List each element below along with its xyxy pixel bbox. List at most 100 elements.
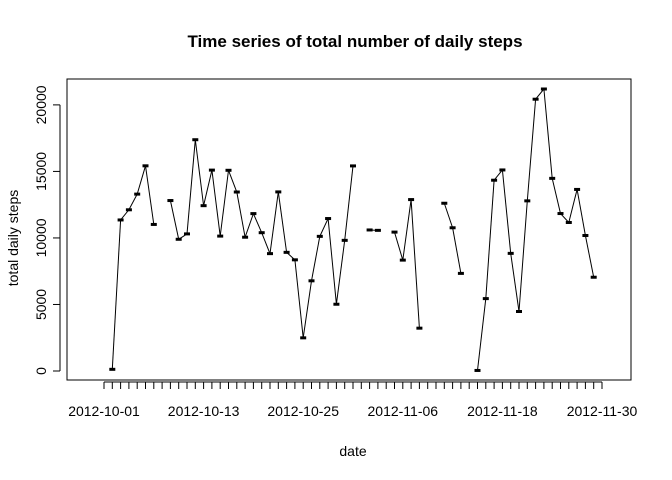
series-segment bbox=[194, 139, 205, 206]
data-point bbox=[574, 187, 581, 191]
data-point bbox=[316, 234, 323, 238]
series-segment bbox=[410, 199, 420, 329]
series-segment bbox=[252, 213, 263, 233]
series-segment bbox=[327, 218, 337, 305]
series-segment bbox=[493, 169, 503, 181]
data-point bbox=[408, 198, 415, 202]
data-point bbox=[532, 97, 539, 101]
series-segment bbox=[219, 170, 229, 237]
data-point bbox=[233, 190, 240, 194]
series-segment bbox=[452, 227, 462, 274]
x-tick-label: 2012-11-18 bbox=[467, 403, 538, 419]
series-segment bbox=[111, 219, 122, 370]
y-tick-label: 20000 bbox=[33, 85, 49, 124]
data-point bbox=[565, 220, 572, 224]
data-point bbox=[291, 258, 298, 262]
x-tick-label: 2012-10-13 bbox=[168, 403, 240, 419]
data-point bbox=[117, 218, 124, 222]
series-segment bbox=[501, 169, 512, 254]
data-point bbox=[516, 309, 522, 313]
data-point bbox=[217, 234, 224, 238]
x-tick-label: 2012-11-06 bbox=[368, 403, 439, 419]
series-segment bbox=[535, 88, 545, 100]
series-segment bbox=[302, 280, 312, 338]
series-segment bbox=[584, 235, 595, 278]
x-tick-label: 2012-11-30 bbox=[567, 403, 638, 419]
series-segment bbox=[344, 165, 354, 241]
data-point bbox=[225, 168, 232, 172]
series-segment bbox=[319, 218, 329, 237]
series-segment bbox=[136, 165, 146, 195]
series-segment bbox=[311, 236, 321, 281]
data-point bbox=[192, 138, 199, 142]
data-point bbox=[491, 178, 498, 182]
series-segment bbox=[228, 170, 238, 193]
data-point bbox=[134, 192, 141, 196]
data-point bbox=[250, 212, 257, 216]
data-point bbox=[474, 368, 481, 372]
data-point bbox=[109, 367, 116, 371]
series-segment bbox=[203, 169, 213, 206]
series-segment bbox=[169, 200, 180, 240]
data-point bbox=[374, 228, 381, 232]
data-point bbox=[557, 212, 564, 216]
series-segment bbox=[551, 178, 561, 214]
data-point bbox=[167, 199, 174, 203]
data-point bbox=[499, 168, 506, 172]
data-point bbox=[507, 251, 514, 255]
series-segment bbox=[576, 189, 586, 236]
series-daily-steps bbox=[109, 87, 597, 372]
series-segment bbox=[402, 199, 412, 261]
series-segment bbox=[335, 240, 346, 305]
series-segment bbox=[128, 193, 138, 211]
data-point bbox=[350, 164, 356, 168]
plot-frame bbox=[66, 78, 632, 381]
data-point bbox=[275, 190, 282, 194]
data-point bbox=[524, 199, 531, 203]
data-point bbox=[366, 228, 373, 232]
data-point bbox=[399, 258, 406, 262]
series-segment bbox=[477, 298, 487, 371]
data-point bbox=[549, 176, 556, 180]
series-segment bbox=[186, 139, 196, 234]
data-point bbox=[449, 226, 456, 230]
data-point bbox=[590, 275, 597, 279]
data-point bbox=[283, 250, 290, 254]
data-point bbox=[258, 231, 265, 235]
data-point bbox=[540, 87, 547, 91]
data-point bbox=[242, 235, 249, 239]
series-segment bbox=[120, 209, 130, 221]
series-segment bbox=[145, 165, 155, 225]
x-axis-label: date bbox=[339, 443, 366, 459]
data-point bbox=[391, 230, 398, 234]
series-segment bbox=[443, 203, 454, 228]
data-point bbox=[175, 237, 182, 241]
y-tick-label: 10000 bbox=[33, 218, 49, 257]
data-point bbox=[333, 302, 340, 306]
y-tick-label: 0 bbox=[33, 367, 49, 375]
y-tick-label: 15000 bbox=[33, 152, 49, 191]
series-segment bbox=[510, 253, 520, 312]
data-point bbox=[300, 336, 307, 340]
data-point bbox=[208, 168, 215, 172]
series-segment bbox=[294, 259, 304, 338]
y-tick-label: 5000 bbox=[33, 289, 49, 320]
data-point bbox=[341, 238, 348, 242]
series-segment bbox=[269, 191, 279, 254]
series-segment bbox=[244, 213, 254, 238]
y-axis-label: total daily steps bbox=[5, 190, 21, 287]
y-axis: 0 5000 10000 15000 20000 bbox=[33, 85, 61, 375]
series-segment bbox=[211, 170, 221, 237]
data-point bbox=[125, 208, 132, 212]
data-point bbox=[325, 217, 332, 221]
series-segment bbox=[568, 189, 578, 223]
series-segment bbox=[394, 231, 404, 261]
data-point bbox=[441, 201, 448, 205]
series-segment bbox=[236, 191, 246, 238]
data-point bbox=[416, 326, 423, 330]
chart-title: Time series of total number of daily ste… bbox=[187, 32, 522, 51]
x-tick-label: 2012-10-01 bbox=[68, 403, 140, 419]
series-segment bbox=[518, 200, 528, 312]
